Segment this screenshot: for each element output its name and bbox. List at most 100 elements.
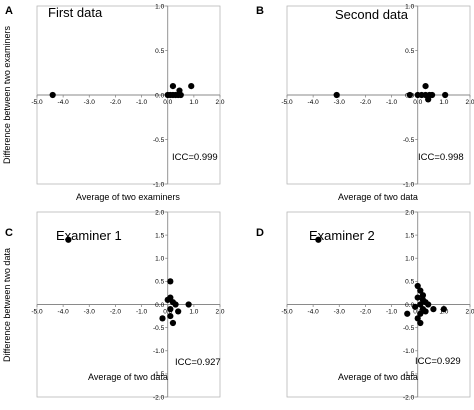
x-tick-label: 1.0: [189, 309, 198, 316]
y-tick-label: -0.5: [403, 137, 415, 144]
data-point: [185, 301, 192, 308]
data-point: [425, 96, 432, 103]
y-axis-label: Difference between two data: [2, 248, 12, 362]
data-point: [414, 282, 421, 290]
data-point: [417, 301, 424, 308]
x-tick-label: -2.0: [110, 99, 122, 106]
x-tick-label: -1.0: [386, 309, 398, 316]
y-tick-label: 1.5: [405, 232, 414, 239]
panel-title: Second data: [335, 7, 409, 22]
x-tick-label: -2.0: [110, 309, 122, 316]
data-point: [167, 306, 174, 313]
data-point: [49, 91, 56, 99]
panel-letter: D: [256, 227, 264, 239]
data-point: [65, 236, 72, 243]
y-tick-label: 1.5: [155, 232, 164, 239]
x-tick-label: -5.0: [281, 309, 293, 316]
panel-title: Examiner 2: [309, 228, 375, 243]
x-axis-label: Average of two data: [338, 192, 418, 202]
y-tick-label: 0.0: [155, 302, 164, 309]
y-tick-label: 1.0: [405, 3, 414, 10]
panel-b: -5.0-4.0-3.0-2.0-1.00.01.02.0-1.0-0.50.0…: [256, 3, 474, 202]
x-axis-label: Average of two data: [338, 372, 418, 382]
data-point: [164, 296, 171, 303]
data-point: [315, 236, 322, 243]
data-point: [333, 91, 340, 99]
y-tick-label: -0.5: [403, 325, 415, 332]
data-point: [175, 308, 182, 315]
y-tick-label: 0.5: [405, 48, 414, 55]
data-point: [172, 301, 179, 308]
y-tick-label: -1.0: [403, 181, 415, 188]
y-tick-label: 2.0: [405, 209, 414, 216]
panel-letter: B: [256, 5, 264, 17]
data-point: [404, 310, 411, 317]
data-point: [422, 308, 429, 315]
y-tick-label: 0.5: [155, 279, 164, 286]
panel-a: -5.0 -4.0 -3.0 -2.0 -1.0 0.0 1.0 2.0 -1.0 -0.5 0.0…: [2, 3, 225, 202]
data-point: [417, 287, 424, 294]
data-point: [417, 310, 424, 317]
y-tick-label: 0.0: [155, 92, 164, 99]
data-point: [412, 303, 419, 310]
x-tick-label: -2.0: [360, 99, 372, 106]
panel-c: -5.0 -4.0 -3.0 -2.0 -1.0 0.0 1.0 2.0 -2.0 -1.5 -1.…: [2, 209, 225, 401]
y-tick-label: 0.5: [405, 279, 414, 286]
y-tick-label: -1.0: [153, 181, 165, 188]
data-point: [422, 83, 429, 90]
x-tick-label: -5.0: [281, 99, 293, 106]
x-axis-label: Average of two examiners: [76, 192, 180, 202]
x-tick-label: 2.0: [465, 99, 474, 106]
x-tick-label: -3.0: [334, 99, 346, 106]
x-tick-label: -3.0: [334, 309, 346, 316]
x-tick-label: -4.0: [308, 99, 320, 106]
x-tick-label: 0.0: [413, 99, 422, 106]
data-point: [406, 91, 413, 99]
x-tick-label: 0.0: [163, 99, 172, 106]
data-point: [188, 83, 195, 90]
y-tick-label: -0.5: [153, 137, 165, 144]
x-tick-label: -4.0: [58, 99, 70, 106]
x-tick-label: -2.0: [360, 309, 372, 316]
data-point: [167, 278, 174, 285]
x-tick-label: 0.0: [163, 309, 172, 316]
y-tick-label: 1.0: [405, 256, 414, 263]
data-point: [167, 312, 174, 320]
icc-annotation: ICC=0.999: [172, 152, 218, 163]
x-tick-label: -5.0: [31, 309, 43, 316]
x-tick-label: 2.0: [465, 309, 474, 316]
x-tick-label: 2.0: [215, 99, 224, 106]
y-tick-label: -1.0: [153, 348, 165, 355]
x-tick-label: -5.0: [31, 99, 43, 106]
x-tick-label: -1.0: [136, 309, 148, 316]
y-tick-label: -1.5: [403, 371, 415, 378]
panel-letter: A: [5, 5, 13, 17]
x-tick-label: -4.0: [58, 309, 70, 316]
data-point: [414, 294, 421, 301]
x-tick-label: -3.0: [84, 99, 96, 106]
data-point: [440, 306, 447, 313]
data-point: [428, 91, 436, 99]
x-tick-label: 2.0: [215, 309, 224, 316]
x-tick-label: 1.0: [189, 99, 198, 106]
y-tick-label: 1.0: [155, 256, 164, 263]
y-tick-label: 0.0: [405, 302, 414, 309]
panel-title: Examiner 1: [56, 228, 122, 243]
y-tick-label: 2.0: [155, 209, 164, 216]
x-tick-label: 1.0: [439, 99, 448, 106]
y-tick-label: -1.0: [403, 348, 415, 355]
panel-title: First data: [48, 5, 103, 20]
data-point: [417, 319, 424, 327]
x-tick-label: -3.0: [84, 309, 96, 316]
data-point: [442, 91, 449, 99]
y-tick-label: -2.0: [403, 394, 415, 401]
data-point: [159, 315, 166, 322]
x-tick-label: -1.0: [386, 99, 398, 106]
icc-annotation: ICC=0.929: [415, 356, 461, 367]
icc-annotation: ICC=0.927: [175, 357, 221, 368]
y-tick-label: -0.5: [153, 325, 165, 332]
panel-letter: C: [5, 227, 13, 239]
data-point: [176, 87, 183, 94]
y-tick-label: -2.0: [153, 394, 165, 401]
